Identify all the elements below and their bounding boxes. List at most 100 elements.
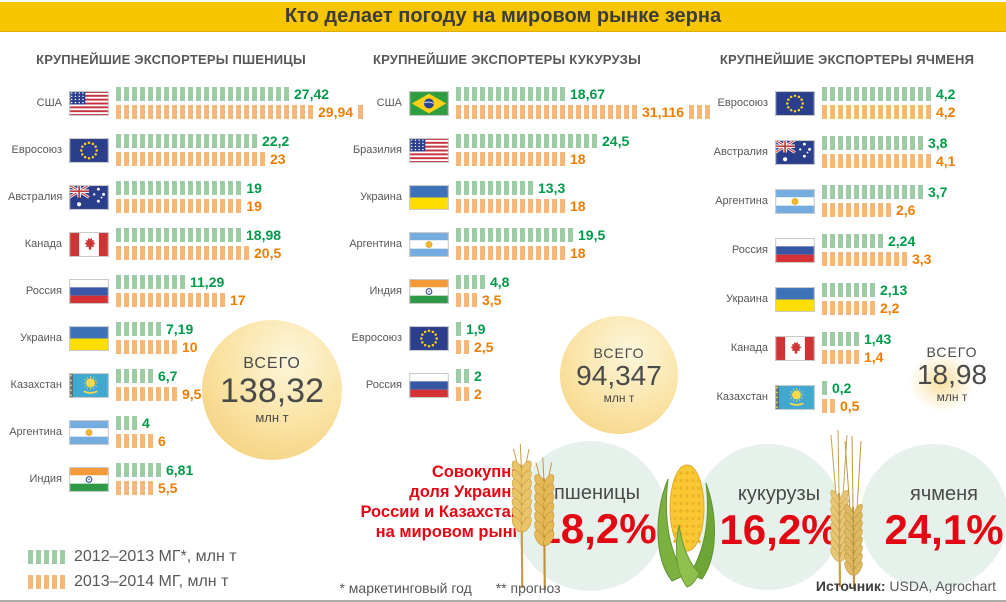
legend-row-2012-2013: 2012–2013 МГ*, млн т	[28, 548, 237, 566]
wheat-share-value: 18,2%	[537, 505, 657, 552]
bar-ticks	[822, 381, 827, 395]
bars-group: 3,7 2,6	[822, 185, 952, 217]
barley-share-value: 24,1%	[884, 506, 1004, 553]
bar-ticks	[822, 185, 923, 199]
bar-value: 19,5	[578, 227, 606, 243]
bar-2012-2013: 4,2	[822, 87, 960, 101]
bar-2012-2013: 18,98	[116, 228, 286, 242]
bar-2012-2013: 13,3	[456, 181, 591, 195]
bar-2012-2013: 6,7	[116, 369, 206, 383]
bar-ticks	[116, 105, 313, 119]
flag-ar-icon	[775, 188, 815, 214]
bars-group: 4,2 4,2	[822, 87, 960, 119]
country-label: Аргентина	[349, 238, 402, 250]
exporter-row-Евросоюз: Евросоюз 4,2 4,2	[694, 87, 1000, 119]
flag-au-icon	[775, 139, 815, 165]
bars-group: 4,8 3,5	[456, 275, 514, 307]
flag-in-icon	[69, 466, 109, 492]
bar-ticks	[822, 283, 875, 297]
bar-value: 2,24	[888, 233, 916, 249]
bar-value: 4	[142, 415, 150, 431]
source-label: Источник:	[815, 578, 886, 594]
bar-2012-2013: 2,24	[822, 234, 936, 248]
wheat-share-crop-label: пшеницы	[553, 482, 641, 504]
corn-chart-header: КРУПНЕЙШИЕ ЭКСПОРТЕРЫ КУКУРУЗЫ	[372, 52, 642, 67]
bars-group: 1,43 1,4	[822, 332, 896, 364]
bar-2013-2014: 17	[116, 293, 251, 307]
barley-total-unit: млн т	[936, 390, 968, 405]
bar-2012-2013: 3,7	[822, 185, 952, 199]
flag-ru-icon	[409, 372, 449, 398]
bar-2012-2013: 1,9	[456, 322, 498, 336]
bar-value: 29,94	[318, 104, 354, 120]
bar-value: 4,2	[936, 104, 956, 120]
bar-value: 19	[246, 180, 262, 196]
bars-group: 3,8 4,1	[822, 136, 960, 168]
corn-exporters-chart: КРУПНЕЙШИЕ ЭКСПОРТЕРЫ КУКУРУЗЫ США 18,67 3…	[342, 52, 711, 416]
exporter-row-Россия: Россия 11,29 17	[8, 275, 334, 307]
country-label: Бразилия	[352, 144, 402, 156]
country-label: Украина	[360, 191, 402, 203]
bar-ticks	[116, 199, 242, 213]
country-label: Аргентина	[9, 426, 62, 438]
bar-value: 5,5	[158, 480, 178, 496]
bar-ticks	[456, 105, 637, 119]
bar-2012-2013: 24,5	[456, 134, 634, 148]
bar-2013-2014: 31,116	[456, 104, 711, 120]
bar-ticks	[822, 399, 835, 413]
share-note-line: Совокупная	[431, 463, 530, 481]
bar-value: 13,3	[538, 180, 566, 196]
bar-ticks	[822, 234, 883, 248]
bar-value: 22,2	[262, 133, 290, 149]
flag-ca-icon	[69, 231, 109, 257]
bar-value: 1,4	[864, 349, 884, 365]
bars-group: 2,13 2,2	[822, 283, 912, 315]
barley-chart-rows: Евросоюз 4,2 4,2 Австралия 3,8 4,1 Аргентина 3,…	[694, 87, 1000, 413]
bar-ticks	[116, 340, 177, 354]
bar-value: 3,7	[928, 184, 948, 200]
exporter-row-Австралия: Австралия 3,8 4,1	[694, 136, 1000, 168]
bar-ticks	[456, 293, 477, 307]
flag-kz-icon	[775, 384, 815, 410]
bar-value: 18,67	[570, 86, 606, 102]
bar-2013-2014: 2,2	[822, 301, 912, 315]
bar-ticks	[116, 322, 161, 336]
bar-value: 4,1	[936, 153, 956, 169]
exporter-row-США: США 27,42 29,94	[8, 87, 364, 119]
bar-value: 23	[270, 151, 286, 167]
bar-value: 2,5	[474, 339, 494, 355]
wheat-exporters-chart: КРУПНЕЙШИЕ ЭКСПОРТЕРЫ ПШЕНИЦЫ США 27,42 29…	[8, 52, 364, 510]
exporter-row-США: США 18,67 31,116	[342, 87, 711, 119]
country-label: Индия	[369, 285, 402, 297]
bar-2012-2013: 18,67	[456, 87, 710, 101]
bar-2013-2014: 4,2	[822, 105, 960, 119]
bar-value: 6,81	[166, 462, 194, 478]
page-title: Кто делает погоду на мировом рынке зерна	[0, 2, 1006, 32]
bar-value: 11,29	[190, 274, 225, 290]
bars-group: 0,2 0,5	[822, 381, 864, 413]
country-label: Украина	[20, 332, 62, 344]
country-label: Австралия	[713, 146, 768, 158]
bar-value: 4,8	[490, 274, 510, 290]
wheat-ears-icon	[498, 441, 570, 593]
flag-us-icon	[409, 137, 449, 163]
bar-value: 31,116	[642, 104, 685, 120]
barley-share-crop-label: ячменя	[910, 483, 978, 505]
bar-ticks	[116, 87, 289, 101]
corn-total-unit: млн т	[603, 391, 635, 406]
bar-ticks	[116, 246, 249, 260]
exporter-row-Евросоюз: Евросоюз 22,2 23	[8, 134, 334, 166]
bar-value: 20,5	[254, 245, 282, 261]
bar-2013-2014: 3,3	[822, 252, 936, 266]
corn-cob-icon	[645, 452, 725, 594]
bar-ticks	[456, 228, 573, 242]
bar-value: 0,5	[840, 398, 860, 414]
bar-ticks	[116, 369, 153, 383]
bars-group: 22,2 23	[116, 134, 294, 166]
country-label: Россия	[25, 285, 62, 297]
bar-2013-2014: 4,1	[822, 154, 960, 168]
country-label: Россия	[365, 379, 402, 391]
country-label: Канада	[24, 238, 62, 250]
bar-value: 17	[230, 292, 246, 308]
wheat-chart-header: КРУПНЕЙШИЕ ЭКСПОРТЕРЫ ПШЕНИЦЫ	[36, 52, 306, 67]
